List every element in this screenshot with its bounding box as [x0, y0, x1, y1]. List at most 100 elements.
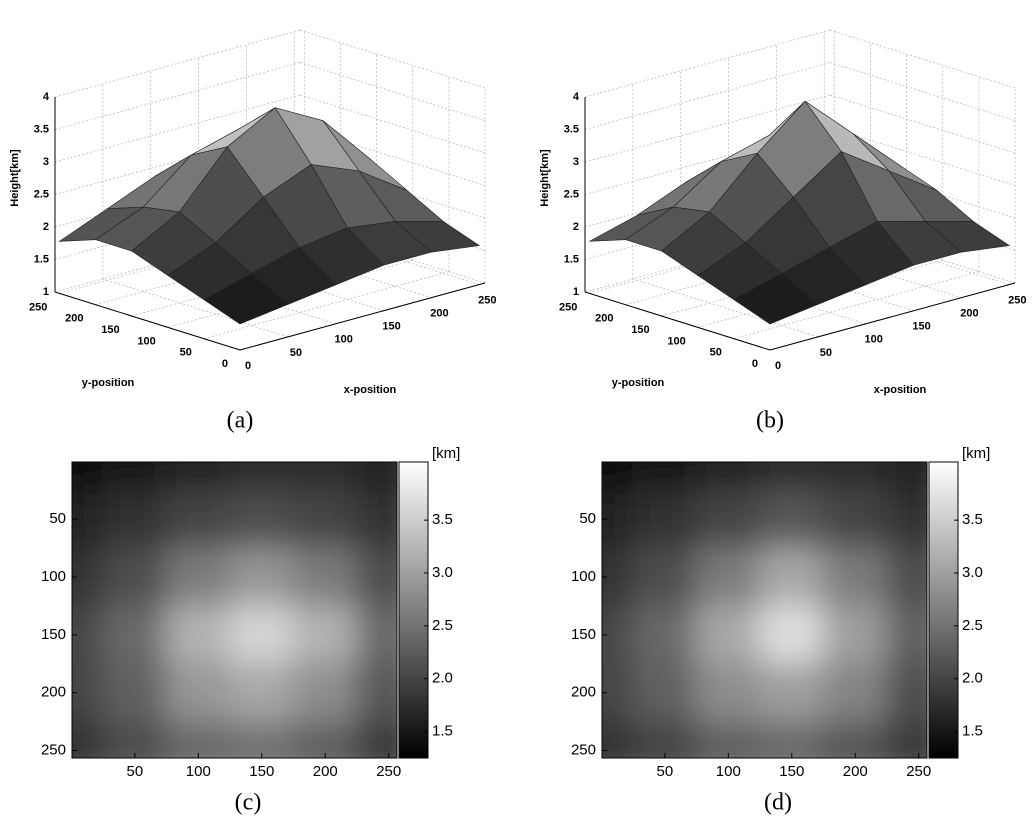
x-tick-label: 150 — [249, 763, 274, 780]
heatmap-cell — [696, 432, 761, 492]
z-tick-label: 3 — [573, 156, 579, 168]
grid-line — [300, 63, 485, 121]
heatmap-cell — [166, 432, 231, 492]
z-tick-label: 2.5 — [34, 188, 49, 200]
heatmap-cell — [229, 547, 294, 607]
y-tick-label: 200 — [571, 684, 596, 701]
heatmap-cell — [293, 663, 358, 723]
x-axis-label: x-position — [874, 384, 927, 396]
heatmap-cell — [632, 432, 697, 492]
colorbar-tick-label: 3.0 — [432, 564, 453, 581]
x-tick-label: 50 — [126, 763, 143, 780]
z-tick-label: 3.5 — [564, 123, 579, 135]
y-tick-label: 0 — [752, 358, 758, 370]
heatmap-cell — [823, 663, 888, 723]
panel: 11.522.533.54050100150200250050100150200… — [539, 30, 1027, 434]
y-axis-label: y-position — [612, 377, 665, 389]
colorbar-label: [km] — [432, 445, 460, 462]
y-tick-label: 150 — [631, 324, 649, 336]
y-tick-label: 200 — [595, 313, 613, 325]
heatmap-cell — [102, 432, 167, 492]
x-axis-label: x-position — [344, 384, 397, 396]
z-axis-label: Height[km] — [9, 149, 21, 207]
heatmap-cell — [293, 547, 358, 607]
heatmap-cell — [632, 663, 697, 723]
heatmap-cell — [632, 605, 697, 665]
x-tick-label: 200 — [843, 763, 868, 780]
panel: 50100150200250501001502002501.52.02.53.0… — [569, 432, 991, 816]
z-tick-label: 1 — [573, 286, 579, 298]
heatmap-cell — [166, 605, 231, 665]
y-tick-label: 0 — [222, 358, 228, 370]
x-tick-label: 100 — [865, 334, 883, 346]
colorbar-tick-label: 1.5 — [962, 723, 983, 740]
colorbar-tick-label: 3.5 — [432, 511, 453, 528]
heatmap-cell — [102, 605, 167, 665]
x-tick-label: 150 — [912, 321, 930, 333]
z-tick-label: 3 — [43, 156, 49, 168]
colorbar-tick-label: 2.0 — [432, 670, 453, 687]
z-tick-label: 4 — [43, 91, 50, 103]
x-tick-label: 100 — [186, 763, 211, 780]
heatmap-cell — [759, 663, 824, 723]
colorbar-tick-label: 1.5 — [432, 723, 453, 740]
grid-line — [300, 30, 485, 88]
panel: 11.522.533.54050100150200250050100150200… — [9, 30, 497, 434]
colorbar — [929, 462, 958, 758]
x-tick-label: 50 — [820, 347, 832, 359]
heatmap-cells — [569, 432, 952, 781]
x-tick-label: 250 — [478, 294, 496, 306]
heatmap-cell — [632, 547, 697, 607]
z-tick-label: 4 — [573, 91, 580, 103]
heatmap-cell — [759, 547, 824, 607]
caption: (d) — [764, 790, 792, 816]
y-tick-label: 50 — [49, 510, 66, 527]
heatmap-cell — [823, 432, 888, 492]
x-tick-label: 0 — [245, 360, 251, 372]
heatmap-cell — [759, 605, 824, 665]
heatmap-cell — [293, 489, 358, 549]
y-tick-label: 250 — [559, 301, 577, 313]
heatmap-cell — [696, 663, 761, 723]
heatmap-cell — [229, 605, 294, 665]
heatmap-image — [569, 432, 952, 781]
heatmap-cell — [293, 605, 358, 665]
heatmap-cell — [696, 547, 761, 607]
x-tick-label: 250 — [906, 763, 931, 780]
heatmap-cell — [166, 663, 231, 723]
caption: (c) — [235, 790, 262, 816]
colorbar-tick-label: 3.0 — [962, 564, 983, 581]
z-tick-label: 2 — [43, 221, 49, 233]
figure: 11.522.533.54050100150200250050100150200… — [0, 0, 1032, 821]
colorbar-label: [km] — [962, 445, 990, 462]
heatmap-cell — [759, 489, 824, 549]
z-tick-label: 2 — [573, 221, 579, 233]
y-tick-label: 250 — [41, 741, 66, 758]
heatmap-cell — [823, 547, 888, 607]
y-tick-label: 100 — [667, 335, 685, 347]
x-tick-label: 50 — [656, 763, 673, 780]
y-tick-label: 100 — [41, 568, 66, 585]
y-tick-label: 150 — [571, 626, 596, 643]
y-tick-label: 50 — [710, 347, 722, 359]
caption: (a) — [227, 408, 254, 434]
heatmap-cell — [166, 489, 231, 549]
z-tick-label: 2.5 — [564, 188, 579, 200]
colorbar-tick-label: 2.5 — [432, 617, 453, 634]
z-tick-label: 1.5 — [564, 253, 579, 265]
heatmap-cells — [39, 432, 422, 781]
grid-line — [55, 30, 300, 97]
heatmap-cell — [166, 547, 231, 607]
colorbar-tick-label: 2.5 — [962, 617, 983, 634]
x-tick-label: 250 — [1008, 294, 1026, 306]
heatmap-cell — [759, 432, 824, 492]
x-tick-label: 250 — [376, 763, 401, 780]
heatmap-cell — [39, 432, 104, 492]
grid-line — [830, 30, 1015, 88]
heatmap-cell — [293, 432, 358, 492]
heatmap-cell — [569, 432, 634, 492]
y-axis-label: y-position — [82, 377, 135, 389]
heatmap-cell — [696, 605, 761, 665]
x-tick-label: 150 — [382, 321, 400, 333]
x-tick-label: 50 — [290, 347, 302, 359]
